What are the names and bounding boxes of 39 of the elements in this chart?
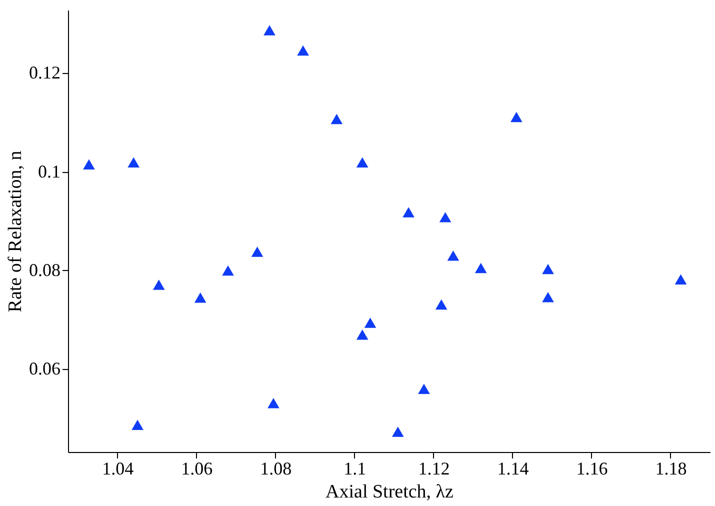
x-tick-label: 1.18 (655, 458, 687, 478)
point (297, 45, 309, 56)
point (356, 329, 368, 340)
point (510, 112, 522, 122)
point (439, 212, 452, 222)
x-tick-label: 1.14 (497, 458, 529, 478)
x-tick-label: 1.08 (260, 458, 292, 478)
point (83, 159, 95, 170)
point (364, 318, 376, 328)
y-tick-label: 0.08 (29, 260, 60, 280)
point (268, 398, 280, 408)
x-axis-title: Axial Stretch, λz (326, 482, 454, 502)
y-tick-label: 0.12 (29, 62, 60, 83)
point (474, 262, 487, 274)
point (402, 207, 414, 218)
point (447, 250, 460, 261)
point (222, 265, 234, 276)
point (542, 292, 554, 302)
point (251, 246, 264, 257)
point (152, 280, 165, 290)
x-tick-label: 1.04 (102, 458, 134, 478)
point (435, 299, 448, 310)
point (542, 264, 554, 274)
x-tick-label: 1.1 (344, 458, 366, 478)
point (264, 25, 276, 36)
point (392, 426, 404, 437)
point (132, 420, 144, 430)
point (330, 114, 343, 124)
x-tick-label: 1.16 (576, 458, 608, 478)
y-tick-label: 0.06 (29, 358, 60, 379)
point (418, 384, 430, 394)
point (356, 157, 368, 168)
x-tick-label: 1.12 (418, 458, 450, 478)
point (128, 157, 140, 168)
y-axis-title: Rate of Relaxation, n (5, 150, 26, 312)
y-tick-label: 0.1 (38, 161, 60, 182)
x-tick-label: 1.06 (181, 458, 213, 478)
point (674, 274, 687, 284)
point (194, 292, 206, 303)
